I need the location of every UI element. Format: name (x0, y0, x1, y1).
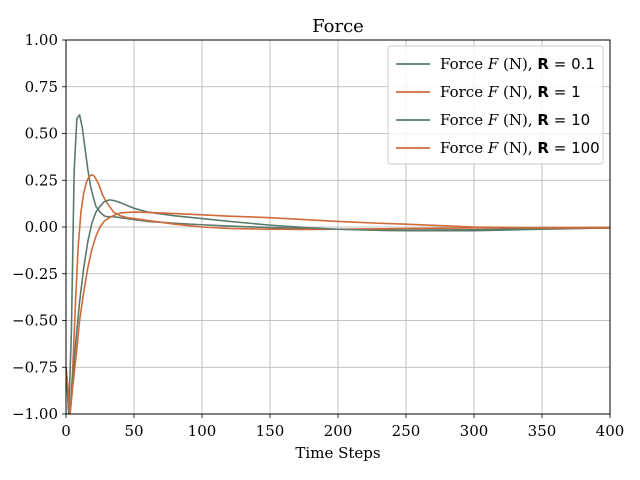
series-line-3 (66, 199, 610, 414)
legend-unit: (N), (498, 111, 537, 129)
legend-parameter: R (537, 139, 549, 157)
legend-parameter: R (537, 83, 549, 101)
legend-unit: (N), (498, 83, 537, 101)
legend-variable: F (487, 55, 499, 73)
legend-prefix: Force (440, 55, 488, 73)
y-tick-label: 0.75 (25, 78, 58, 96)
x-tick-label: 150 (256, 422, 285, 440)
legend-unit: (N), (498, 55, 537, 73)
x-tick-label: 200 (324, 422, 353, 440)
x-axis-label: Time Steps (295, 444, 380, 462)
y-tick-label: 0.50 (25, 125, 58, 143)
x-tick-label: 250 (392, 422, 421, 440)
y-tick-label: −0.25 (12, 265, 58, 283)
legend-variable: F (487, 83, 499, 101)
y-tick-label: 0.00 (25, 218, 58, 236)
legend-entry: Force F (N), R = 100 (440, 139, 600, 157)
series-line-4 (66, 211, 610, 414)
y-tick-label: 0.25 (25, 171, 58, 189)
legend-entry: Force F (N), R = 10 (440, 111, 590, 129)
x-tick-label: 50 (124, 422, 143, 440)
legend-variable: F (487, 111, 499, 129)
x-tick-label: 400 (596, 422, 625, 440)
x-axis: 0 50 100 150 200 250 300 350 400 (61, 414, 624, 440)
y-tick-label: 1.00 (25, 31, 58, 49)
legend-entry: Force F (N), R = 1 (440, 83, 581, 101)
legend-value: = 100 (549, 139, 600, 157)
chart-title: Force (312, 16, 364, 37)
legend-prefix: Force (440, 111, 488, 129)
legend-unit: (N), (498, 139, 537, 157)
y-axis: −1.00 −0.75 −0.50 −0.25 0.00 0.25 0.50 0.75 1.00 (12, 31, 66, 423)
legend-prefix: Force (440, 139, 488, 157)
legend-value: = 0.1 (549, 55, 595, 73)
legend-parameter: R (537, 55, 549, 73)
legend-entry: Force F (N), R = 0.1 (440, 55, 595, 73)
y-tick-label: −0.50 (12, 312, 58, 330)
x-tick-label: 0 (61, 422, 71, 440)
legend-prefix: Force (440, 83, 488, 101)
legend-box (387, 45, 604, 165)
legend-value: = 10 (549, 111, 590, 129)
x-tick-label: 350 (528, 422, 557, 440)
x-tick-label: 100 (188, 422, 217, 440)
legend-variable: F (487, 139, 499, 157)
y-tick-label: −1.00 (12, 405, 58, 423)
legend-parameter: R (537, 111, 549, 129)
x-tick-label: 300 (460, 422, 489, 440)
series-group (66, 114, 610, 414)
y-tick-label: −0.75 (12, 358, 58, 376)
legend-value: = 1 (549, 83, 581, 101)
